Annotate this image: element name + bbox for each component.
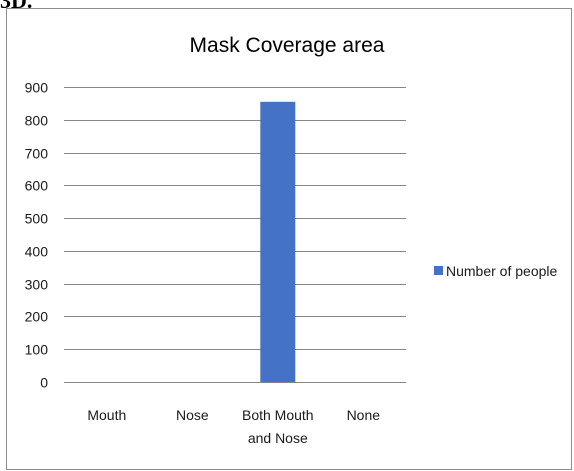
y-tick-label: 200 [25, 309, 49, 325]
x-tick-label: Nose [176, 407, 209, 423]
x-tick-label: Mouth [87, 407, 126, 423]
x-tick-label: None [347, 407, 381, 423]
legend-swatch [434, 266, 443, 275]
bars [260, 101, 296, 383]
y-tick-label: 0 [40, 375, 48, 391]
y-axis-tick-labels: 0 100 200 300 400 500 600 700 800 900 [25, 80, 49, 391]
bar [260, 101, 296, 383]
y-tick-label: 600 [25, 178, 49, 194]
gridlines [64, 87, 406, 383]
y-tick-label: 300 [25, 277, 49, 293]
y-tick-label: 900 [25, 80, 49, 96]
y-tick-label: 800 [25, 113, 49, 129]
chart-title: Mask Coverage area [190, 34, 385, 57]
legend: Number of people [434, 263, 558, 279]
y-tick-label: 700 [25, 146, 49, 162]
figure-label: 3D. [0, 0, 33, 13]
y-tick-label: 400 [25, 244, 49, 260]
y-tick-label: 500 [25, 211, 49, 227]
y-tick-label: 100 [25, 342, 49, 358]
legend-label: Number of people [446, 263, 558, 279]
x-tick-label: Both Mouth [242, 407, 314, 423]
x-tick-label: and Nose [248, 430, 308, 446]
x-axis-tick-labels: Mouth Nose Both Mouth and Nose None [87, 407, 380, 446]
